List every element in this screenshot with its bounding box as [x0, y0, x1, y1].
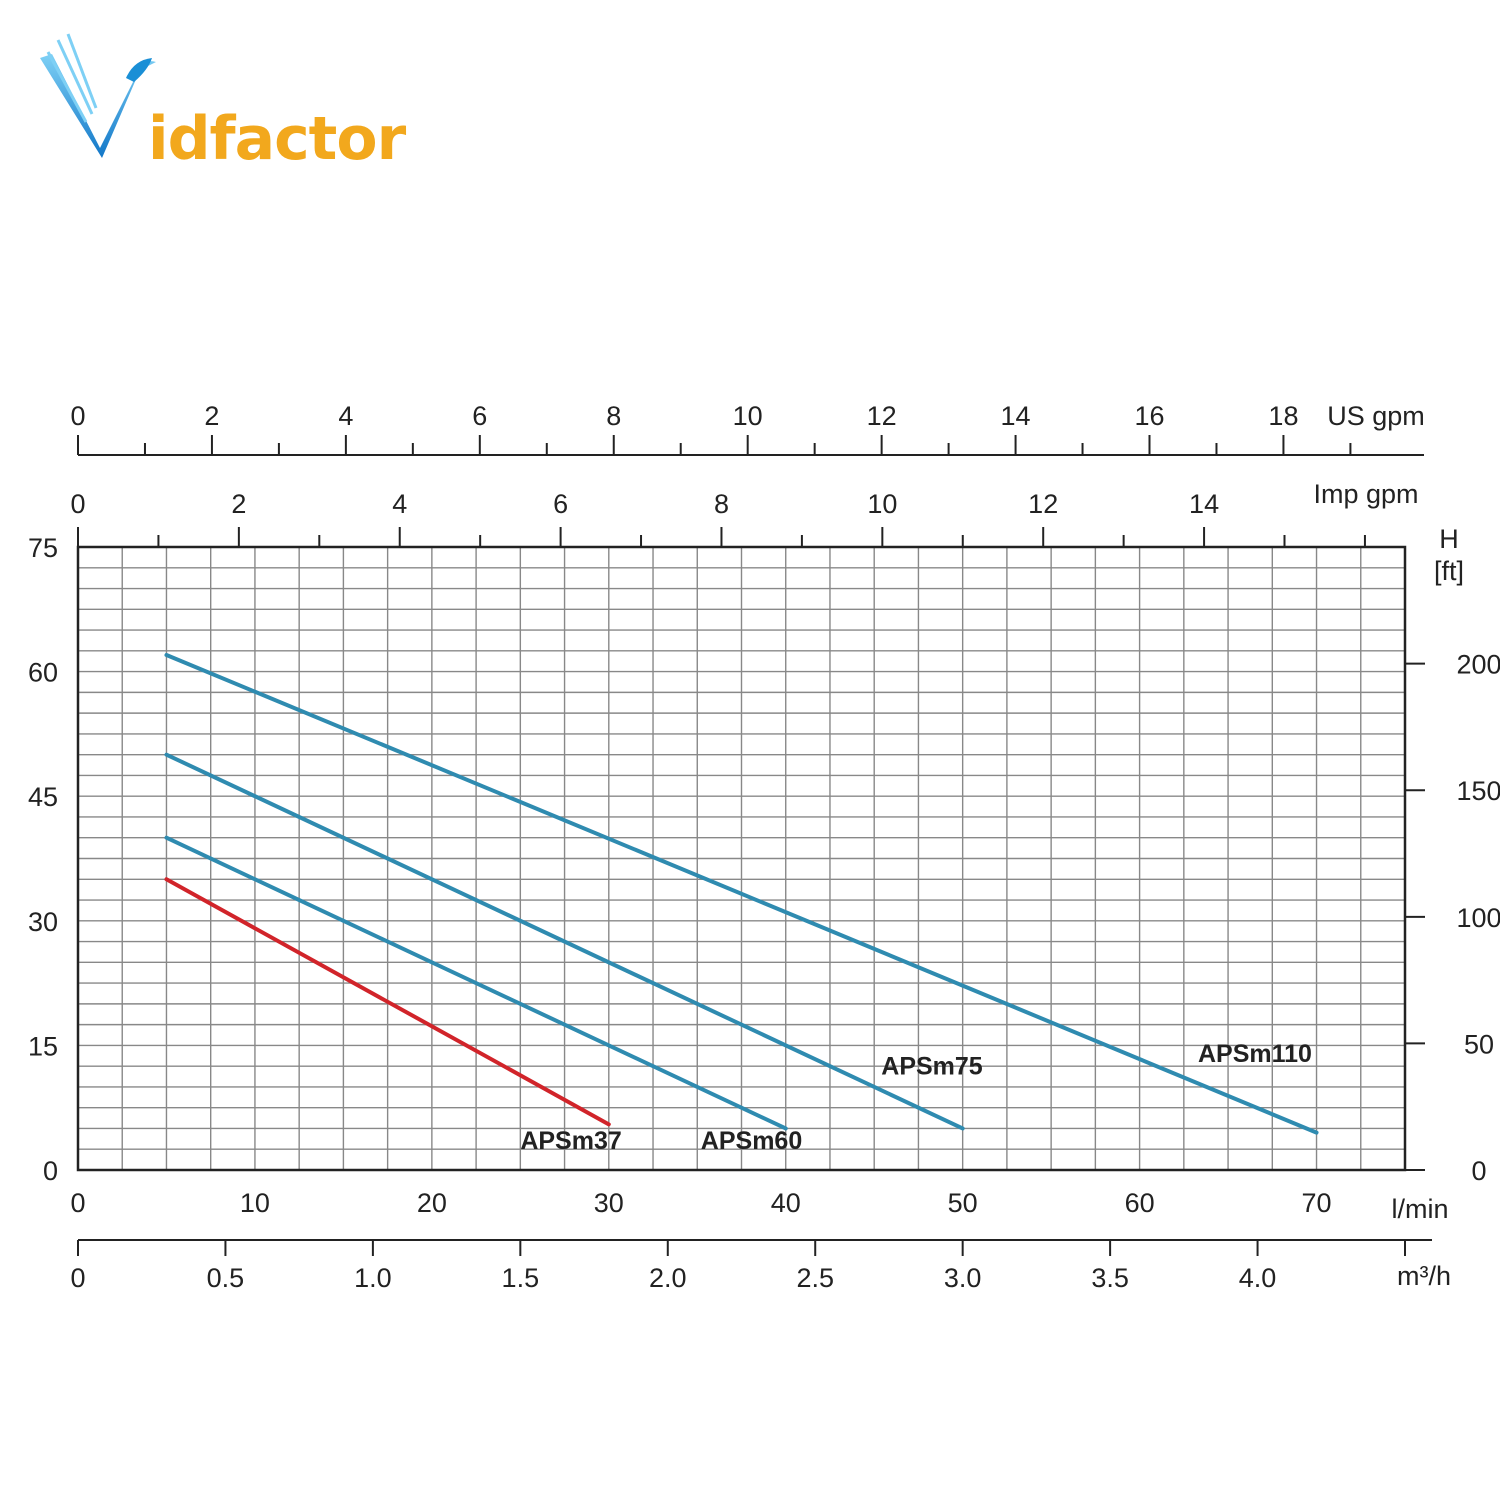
right-axis-label-ft: [ft]: [1434, 556, 1464, 586]
x-tick-label-lmin: 30: [594, 1188, 624, 1218]
plot-frame: [76, 545, 1407, 1172]
y-tick-label-left: 60: [28, 658, 58, 688]
imp-gpm-tick-label: 12: [1028, 489, 1058, 519]
m3h-tick-label: 0: [70, 1263, 85, 1293]
y-tick-label-right: 0: [1471, 1156, 1486, 1186]
x-axis-label-lmin: l/min: [1391, 1194, 1448, 1224]
labels-layer: APSm37 APSm60 APSm75 APSm110: [520, 1040, 1312, 1155]
y-tick-label-right: 100: [1456, 903, 1500, 933]
y-tick-label-right: 50: [1464, 1029, 1494, 1059]
x-tick-label-lmin: 0: [70, 1188, 85, 1218]
series-line-apsm75: [164, 752, 965, 1131]
y-tick-label-left: 15: [28, 1031, 58, 1061]
vidfactor-logo: idfactor: [30, 30, 406, 180]
m3h-tick-label: 1.5: [502, 1263, 540, 1293]
x-tick-label-lmin: 20: [417, 1188, 447, 1218]
logo-v-mark-icon: [40, 33, 156, 158]
us-gpm-tick-label: 12: [867, 401, 897, 431]
m3h-tick-label: 4.0: [1239, 1263, 1277, 1293]
x-tick-label-lmin: 60: [1125, 1188, 1155, 1218]
us-gpm-tick-label: 6: [472, 401, 487, 431]
imp-gpm-tick-label: 4: [392, 489, 407, 519]
series-label-apsm75: APSm75: [881, 1052, 983, 1080]
series-label-apsm60: APSm60: [701, 1127, 802, 1155]
right-axis-label-h: H: [1439, 524, 1459, 554]
series-layer: [164, 652, 1319, 1135]
x-tick-label-lmin: 50: [948, 1188, 978, 1218]
m3h-tick-label: 3.5: [1091, 1263, 1129, 1293]
us-gpm-tick-label: 2: [204, 401, 219, 431]
series-line-apsm60: [164, 835, 788, 1131]
us-gpm-tick-label: 16: [1134, 401, 1164, 431]
m3h-tick-label: 2.0: [649, 1263, 687, 1293]
us-gpm-axis-label: US gpm: [1327, 401, 1425, 431]
x-tick-label-lmin: 10: [240, 1188, 270, 1218]
x-tick-label-lmin: 40: [771, 1188, 801, 1218]
m3h-tick-label: 1.0: [354, 1263, 392, 1293]
imp-gpm-tick-label: 10: [867, 489, 897, 519]
us-gpm-tick-label: 8: [606, 401, 621, 431]
us-gpm-tick-label: 4: [338, 401, 353, 431]
imp-gpm-tick-label: 14: [1189, 489, 1219, 519]
m3h-tick-label: 0.5: [207, 1263, 245, 1293]
us-gpm-tick-label: 0: [70, 401, 85, 431]
us-gpm-tick-label: 10: [733, 401, 763, 431]
us-gpm-tick-label: 18: [1268, 401, 1298, 431]
logo-brand-text: idfactor: [148, 104, 406, 174]
y-tick-label-left: 0: [43, 1156, 58, 1186]
m3h-tick-label: 2.5: [796, 1263, 834, 1293]
us-gpm-tick-label: 14: [1001, 401, 1031, 431]
imp-gpm-tick-label: 0: [70, 489, 85, 519]
x-tick-label-lmin: 70: [1302, 1188, 1332, 1218]
series-label-apsm37: APSm37: [520, 1127, 621, 1155]
m3h-tick-label: 3.0: [944, 1263, 982, 1293]
y-tick-label-left: 30: [28, 907, 58, 937]
series-label-apsm110: APSm110: [1198, 1040, 1312, 1068]
series-line-apsm37: [164, 877, 611, 1127]
y-tick-label-right: 200: [1456, 650, 1500, 680]
y-tick-label-left: 45: [28, 782, 58, 812]
y-tick-label-right: 150: [1456, 776, 1500, 806]
m3h-axis-label: m³/h: [1397, 1261, 1451, 1291]
imp-gpm-axis-label: Imp gpm: [1313, 479, 1418, 509]
y-tick-label-left: 75: [28, 533, 58, 563]
grid-layer: [77, 546, 1406, 1171]
series-line-apsm110: [164, 652, 1319, 1135]
imp-gpm-tick-label: 6: [553, 489, 568, 519]
imp-gpm-tick-label: 2: [231, 489, 246, 519]
imp-gpm-tick-label: 8: [714, 489, 729, 519]
